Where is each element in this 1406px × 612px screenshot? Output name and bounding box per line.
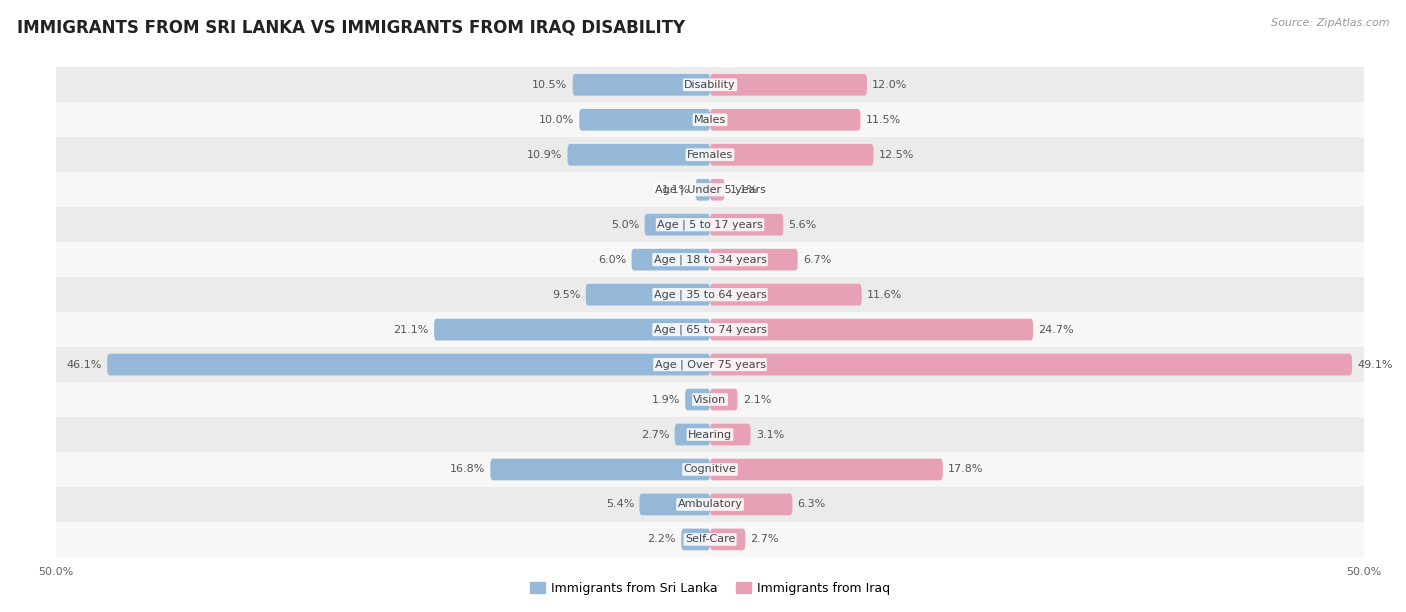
FancyBboxPatch shape — [710, 529, 745, 550]
FancyBboxPatch shape — [434, 319, 710, 340]
Text: 17.8%: 17.8% — [948, 465, 984, 474]
FancyBboxPatch shape — [107, 354, 710, 375]
Text: 2.2%: 2.2% — [648, 534, 676, 545]
Text: Females: Females — [688, 150, 733, 160]
FancyBboxPatch shape — [710, 74, 868, 95]
Bar — [56, 137, 1364, 172]
Bar — [56, 522, 1364, 557]
Bar — [56, 172, 1364, 207]
Bar — [56, 67, 1364, 102]
FancyBboxPatch shape — [710, 144, 873, 166]
Bar — [56, 277, 1364, 312]
Text: 5.0%: 5.0% — [612, 220, 640, 230]
Text: 5.6%: 5.6% — [789, 220, 817, 230]
Bar — [56, 347, 1364, 382]
Text: 6.3%: 6.3% — [797, 499, 825, 509]
Text: 3.1%: 3.1% — [756, 430, 785, 439]
FancyBboxPatch shape — [710, 354, 1353, 375]
FancyBboxPatch shape — [710, 179, 724, 201]
FancyBboxPatch shape — [682, 529, 710, 550]
Text: Self-Care: Self-Care — [685, 534, 735, 545]
FancyBboxPatch shape — [685, 389, 710, 411]
FancyBboxPatch shape — [568, 144, 710, 166]
Text: 10.5%: 10.5% — [533, 80, 568, 90]
Text: 16.8%: 16.8% — [450, 465, 485, 474]
Text: 2.7%: 2.7% — [751, 534, 779, 545]
Text: 12.5%: 12.5% — [879, 150, 914, 160]
Text: IMMIGRANTS FROM SRI LANKA VS IMMIGRANTS FROM IRAQ DISABILITY: IMMIGRANTS FROM SRI LANKA VS IMMIGRANTS … — [17, 18, 685, 36]
Bar — [56, 242, 1364, 277]
FancyBboxPatch shape — [491, 458, 710, 480]
FancyBboxPatch shape — [696, 179, 710, 201]
Text: 11.5%: 11.5% — [866, 115, 901, 125]
FancyBboxPatch shape — [579, 109, 710, 130]
Text: Age | 18 to 34 years: Age | 18 to 34 years — [654, 255, 766, 265]
FancyBboxPatch shape — [710, 458, 943, 480]
Text: Vision: Vision — [693, 395, 727, 405]
FancyBboxPatch shape — [710, 249, 797, 271]
Bar — [56, 382, 1364, 417]
Text: 10.9%: 10.9% — [527, 150, 562, 160]
Text: 1.1%: 1.1% — [662, 185, 690, 195]
Text: 6.0%: 6.0% — [598, 255, 626, 264]
FancyBboxPatch shape — [710, 284, 862, 305]
Bar — [56, 487, 1364, 522]
Text: 11.6%: 11.6% — [868, 289, 903, 300]
FancyBboxPatch shape — [710, 424, 751, 446]
FancyBboxPatch shape — [710, 214, 783, 236]
Text: 2.7%: 2.7% — [641, 430, 669, 439]
Text: 21.1%: 21.1% — [394, 324, 429, 335]
Text: 46.1%: 46.1% — [66, 360, 103, 370]
Text: 1.9%: 1.9% — [651, 395, 681, 405]
Text: Source: ZipAtlas.com: Source: ZipAtlas.com — [1271, 18, 1389, 28]
Text: Disability: Disability — [685, 80, 735, 90]
Text: 6.7%: 6.7% — [803, 255, 831, 264]
FancyBboxPatch shape — [631, 249, 710, 271]
Text: Age | 35 to 64 years: Age | 35 to 64 years — [654, 289, 766, 300]
Bar — [56, 452, 1364, 487]
Text: 24.7%: 24.7% — [1038, 324, 1074, 335]
Text: Age | 5 to 17 years: Age | 5 to 17 years — [657, 220, 763, 230]
Text: 1.1%: 1.1% — [730, 185, 758, 195]
Text: 5.4%: 5.4% — [606, 499, 634, 509]
Text: Males: Males — [695, 115, 725, 125]
FancyBboxPatch shape — [640, 494, 710, 515]
Text: 9.5%: 9.5% — [553, 289, 581, 300]
Text: Cognitive: Cognitive — [683, 465, 737, 474]
FancyBboxPatch shape — [710, 319, 1033, 340]
FancyBboxPatch shape — [572, 74, 710, 95]
Bar — [56, 417, 1364, 452]
Text: 12.0%: 12.0% — [872, 80, 907, 90]
Text: 2.1%: 2.1% — [742, 395, 770, 405]
FancyBboxPatch shape — [675, 424, 710, 446]
Text: Age | Over 75 years: Age | Over 75 years — [655, 359, 765, 370]
FancyBboxPatch shape — [710, 109, 860, 130]
FancyBboxPatch shape — [710, 389, 738, 411]
Bar — [56, 207, 1364, 242]
Text: Hearing: Hearing — [688, 430, 733, 439]
Bar — [56, 312, 1364, 347]
Legend: Immigrants from Sri Lanka, Immigrants from Iraq: Immigrants from Sri Lanka, Immigrants fr… — [524, 577, 896, 600]
FancyBboxPatch shape — [644, 214, 710, 236]
Text: 49.1%: 49.1% — [1357, 360, 1393, 370]
Bar — [56, 102, 1364, 137]
Text: Age | 65 to 74 years: Age | 65 to 74 years — [654, 324, 766, 335]
Text: 10.0%: 10.0% — [538, 115, 574, 125]
FancyBboxPatch shape — [586, 284, 710, 305]
FancyBboxPatch shape — [710, 494, 793, 515]
Text: Ambulatory: Ambulatory — [678, 499, 742, 509]
Text: Age | Under 5 years: Age | Under 5 years — [655, 184, 765, 195]
